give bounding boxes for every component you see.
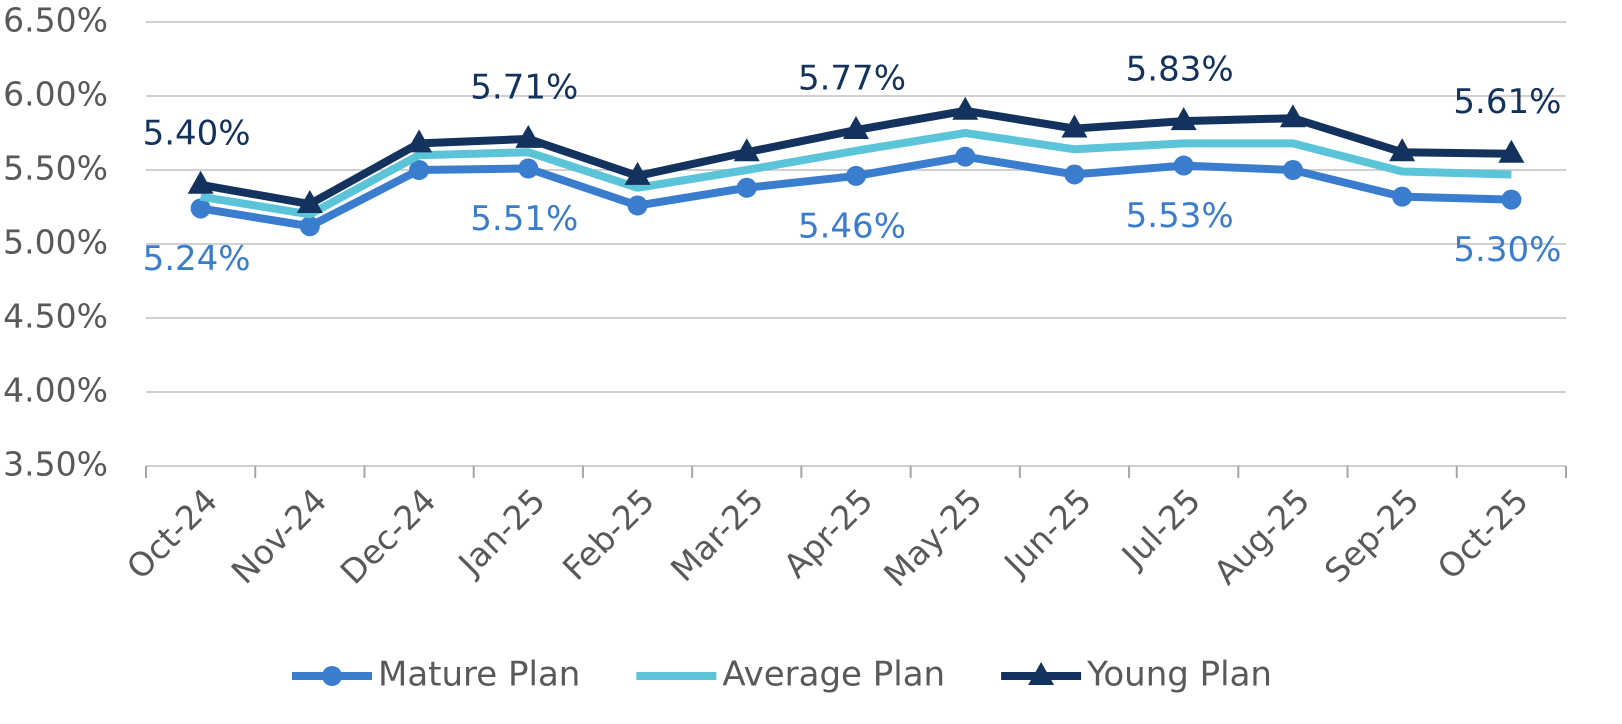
point	[515, 124, 542, 148]
point	[409, 160, 430, 180]
point	[406, 129, 433, 153]
point	[190, 198, 211, 219]
point	[1389, 138, 1416, 162]
y-tick-label: 6.00%	[3, 75, 108, 114]
data-label: 5.61%	[1453, 82, 1561, 122]
x-tick-label: Jan-25	[450, 481, 553, 584]
point	[518, 158, 539, 179]
data-label: 5.71%	[470, 67, 578, 107]
point	[1028, 662, 1055, 685]
point	[627, 195, 648, 216]
y-tick-label: 3.50%	[3, 445, 108, 484]
x-tick-label: Apr-25	[776, 481, 881, 586]
x-tick-label: Oct-25	[1430, 481, 1536, 587]
point	[1173, 155, 1194, 176]
data-label: 5.24%	[143, 239, 251, 279]
x-tick-label: Aug-25	[1206, 481, 1317, 592]
point	[733, 138, 760, 162]
point	[1392, 186, 1413, 207]
series: 5.40% 5.71% 5.77% 5.83% 5.61%	[143, 50, 1561, 214]
point	[846, 165, 866, 186]
data-label: 5.30%	[1453, 230, 1561, 270]
point	[187, 170, 214, 194]
data-label: 5.53%	[1126, 196, 1234, 236]
legend-label: Average Plan	[722, 655, 945, 695]
line	[199, 129, 1512, 219]
x-tick-label: May-25	[876, 481, 990, 595]
series	[199, 129, 1512, 219]
data-label: 5.51%	[470, 199, 578, 239]
point	[955, 146, 976, 167]
point	[1282, 160, 1303, 180]
x-tick-label: Jul-25	[1113, 481, 1208, 576]
x-tick-label: Feb-25	[555, 481, 662, 588]
point	[736, 177, 757, 198]
point	[1064, 164, 1085, 185]
point	[1279, 104, 1306, 128]
data-label: 5.46%	[798, 206, 906, 246]
y-tick-label: 6.50%	[3, 1, 108, 40]
y-tick-label: 5.50%	[3, 149, 108, 188]
data-label: 5.83%	[1126, 50, 1234, 90]
data-label: 5.77%	[798, 59, 906, 99]
x-tick-label: Mar-25	[663, 481, 771, 589]
y-tick-label: 4.50%	[3, 297, 108, 336]
x-tick-label: Dec-24	[333, 481, 444, 592]
point	[1170, 107, 1197, 131]
x-tick-label: Jun-25	[995, 481, 1099, 585]
series: 5.24% 5.51% 5.46% 5.53% 5.30%	[143, 146, 1561, 279]
y-tick-label: 5.00%	[3, 223, 108, 262]
point	[1501, 189, 1522, 210]
x-tick-label: Nov-24	[224, 481, 335, 592]
point	[1061, 114, 1088, 138]
x-tick-label: Oct-24	[119, 481, 225, 587]
y-tick-label: 4.00%	[3, 371, 108, 410]
legend: Mature Plan Average Plan Young Plan	[292, 655, 1272, 695]
point	[299, 216, 320, 237]
point	[322, 666, 342, 686]
point	[843, 116, 869, 140]
legend-label: Young Plan	[1086, 655, 1272, 695]
data-label: 5.40%	[143, 113, 251, 153]
point	[952, 96, 979, 120]
legend-label: Mature Plan	[378, 655, 580, 695]
point	[1498, 139, 1525, 163]
x-tick-label: Sep-25	[1317, 481, 1427, 591]
point	[296, 190, 323, 214]
point	[624, 161, 651, 185]
